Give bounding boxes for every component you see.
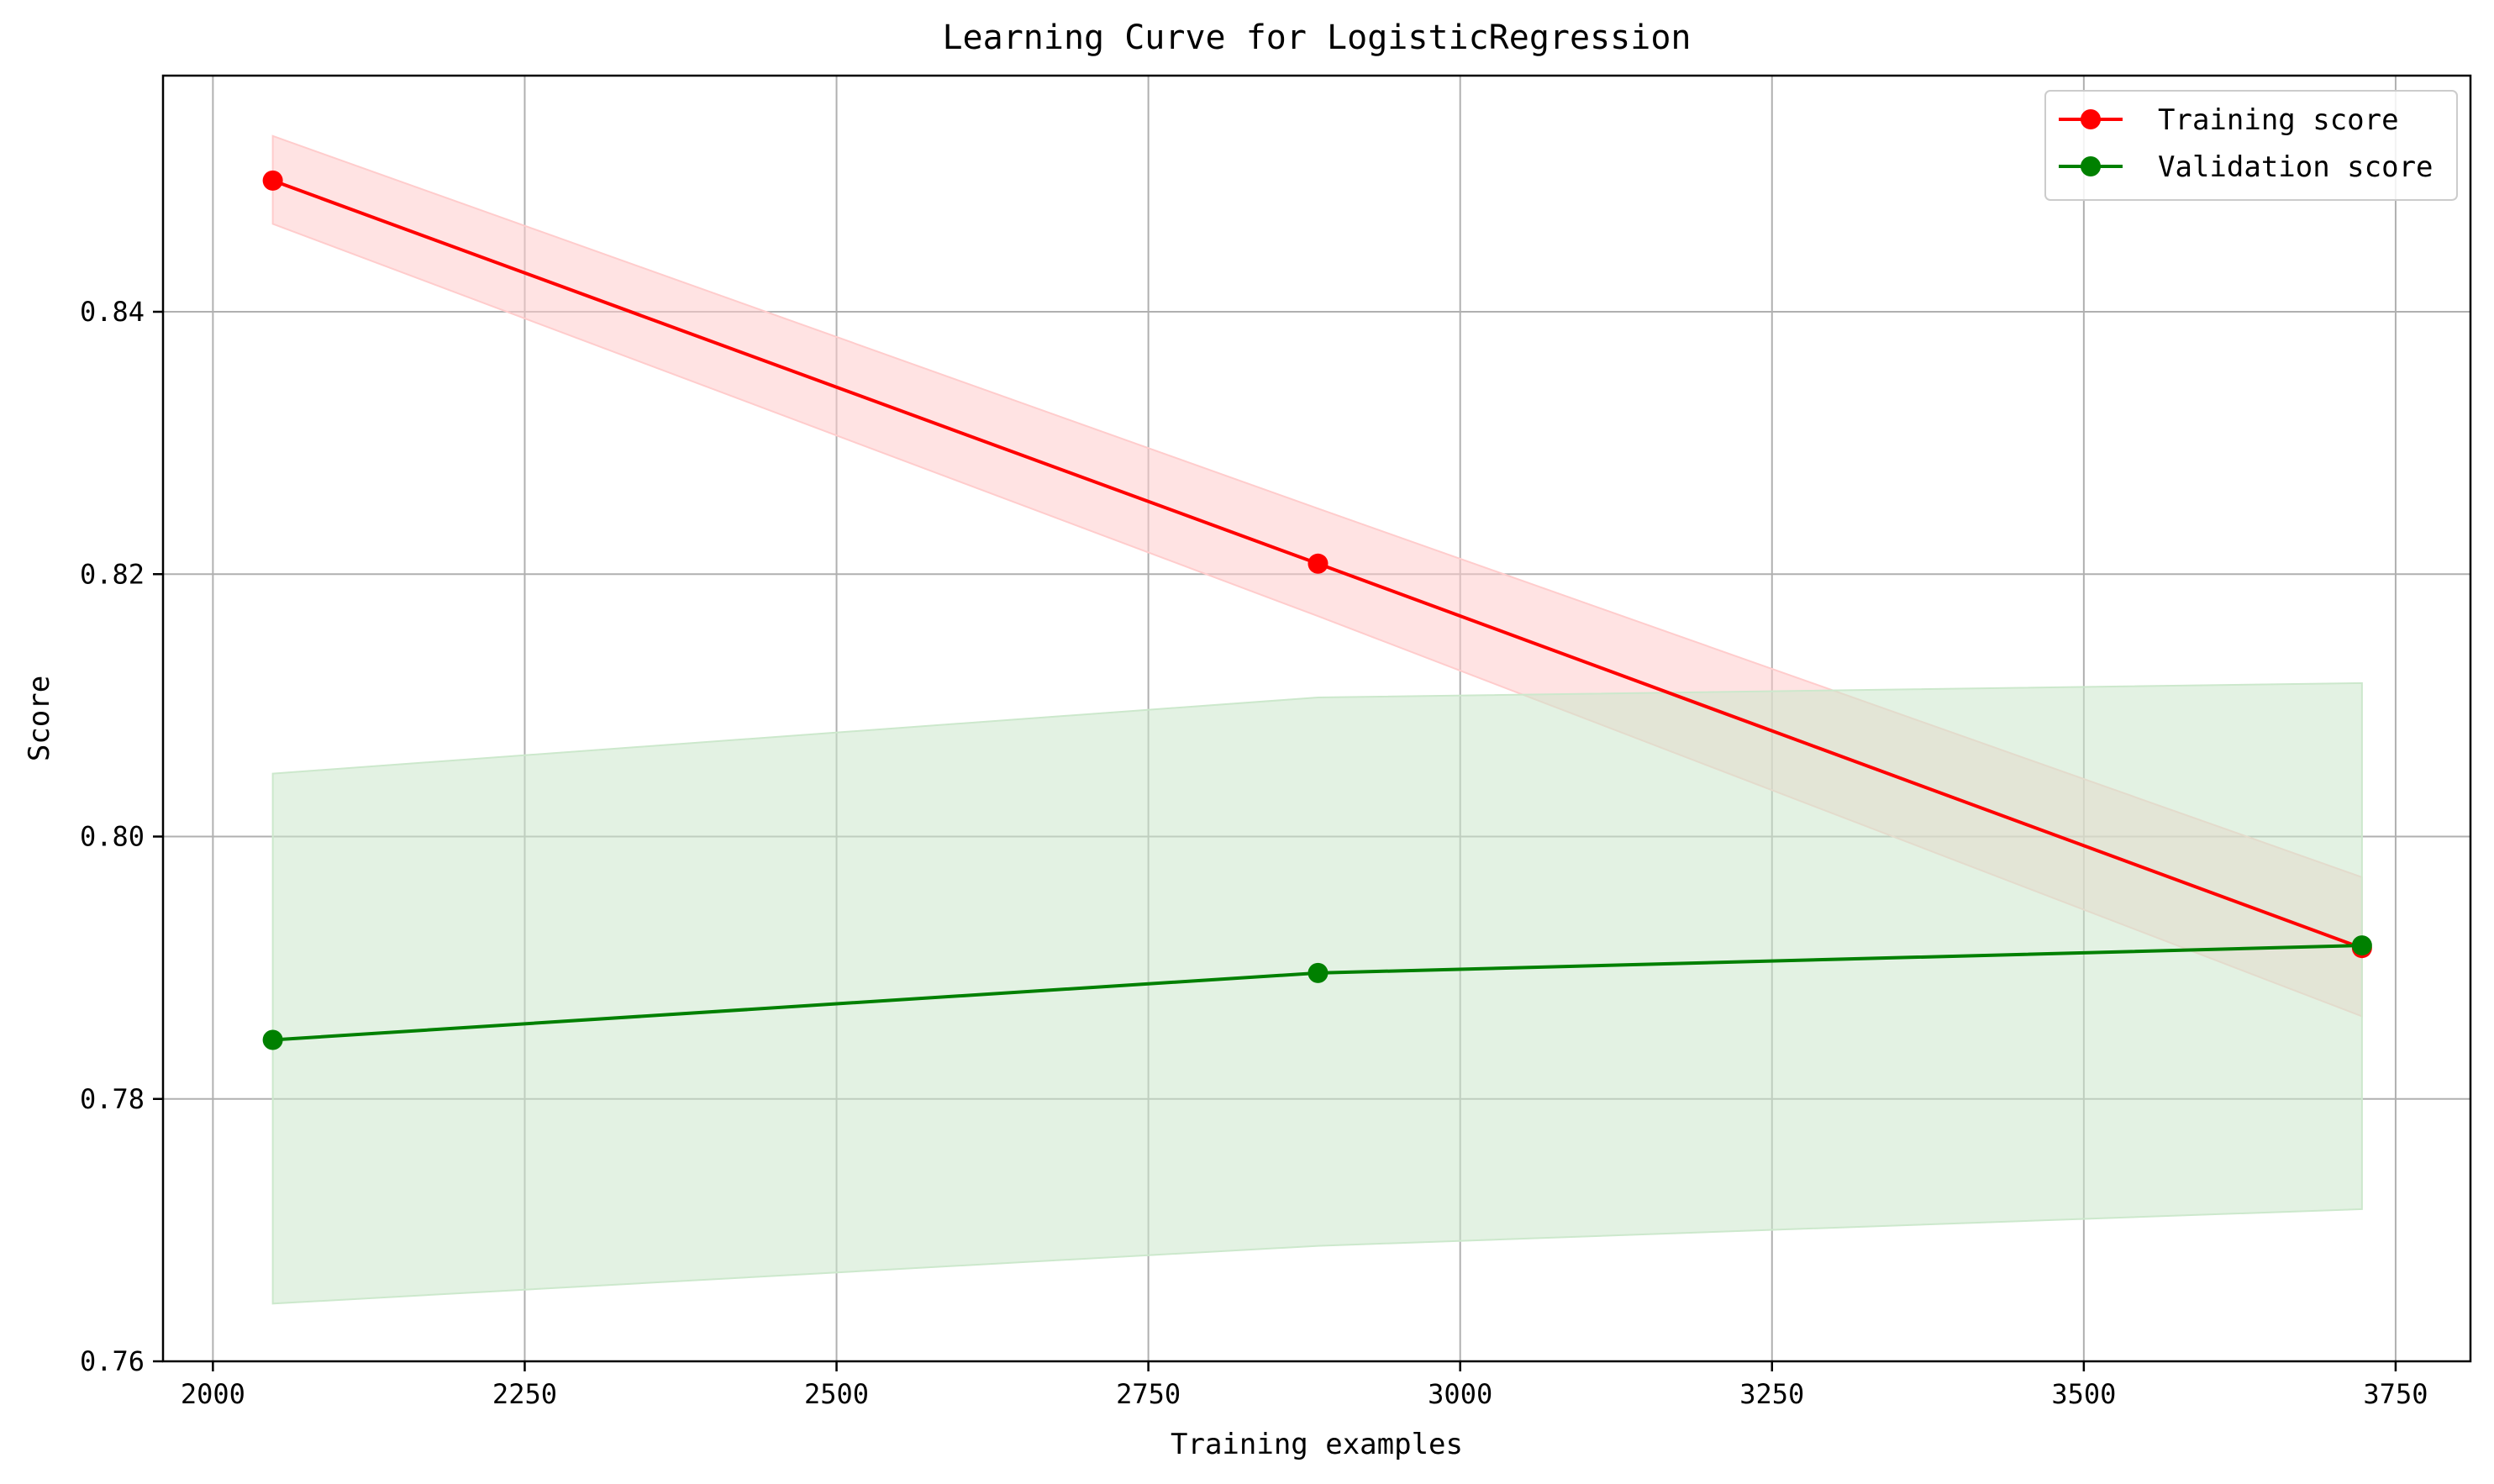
x-tick-label: 3750 (2363, 1378, 2428, 1410)
validation-score-point (1308, 962, 1329, 983)
x-axis-label: Training examples (1171, 1428, 1463, 1461)
x-axis-ticks: 2000 2250 2500 2750 3000 3250 3500 3750 (181, 1361, 2428, 1410)
training-score-point (1308, 553, 1329, 574)
x-tick-label: 2500 (804, 1378, 869, 1410)
confidence-bands (271, 134, 2363, 1305)
y-axis-label: Score (23, 676, 56, 761)
validation-score-point (262, 1029, 283, 1050)
series-markers (262, 170, 2372, 1050)
y-tick-label: 0.80 (80, 821, 145, 853)
plot-frame (161, 74, 2472, 1363)
legend-validation-score-label: Validation score (2158, 150, 2433, 184)
validation-score-band (271, 681, 2363, 1305)
x-tick-label: 3000 (1428, 1378, 1492, 1410)
validation-score-point (2351, 935, 2372, 956)
x-tick-label: 3500 (2051, 1378, 2116, 1410)
y-tick-label: 0.76 (80, 1345, 145, 1377)
y-tick-label: 0.82 (80, 558, 145, 590)
y-tick-label: 0.78 (80, 1083, 145, 1115)
chart-title: Learning Curve for LogisticRegression (942, 18, 1691, 57)
y-axis-ticks: 0.76 0.78 0.80 0.82 0.84 (80, 296, 163, 1377)
legend-validation-score-marker (2081, 156, 2101, 176)
legend: Training score Validation score (2044, 90, 2458, 201)
x-tick-label: 2000 (181, 1378, 245, 1410)
training-score-point (262, 170, 283, 191)
legend-training-score-marker (2081, 109, 2101, 129)
x-tick-label: 3250 (1739, 1378, 1804, 1410)
x-tick-label: 2250 (492, 1378, 557, 1410)
legend-training-score-label: Training score (2158, 103, 2399, 137)
x-tick-label: 2750 (1116, 1378, 1181, 1410)
y-tick-label: 0.84 (80, 296, 145, 328)
legend-box (2044, 90, 2458, 201)
